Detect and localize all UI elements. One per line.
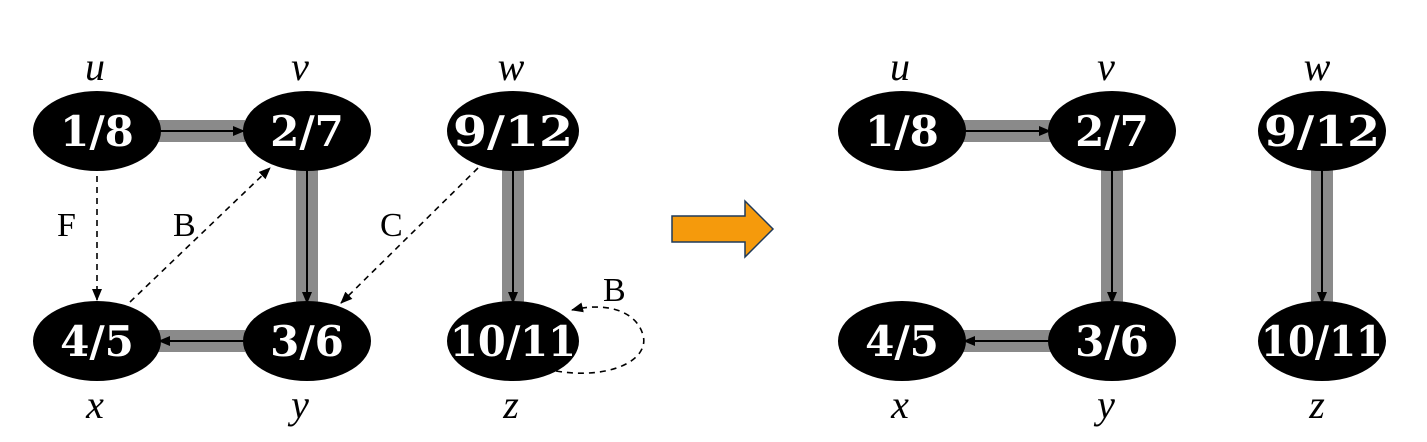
right-vertex-w [1258, 91, 1386, 171]
left-vertex-u [33, 91, 161, 171]
right-vertex-v [1048, 91, 1176, 171]
left-vertex-z [447, 301, 579, 381]
left-self-loop-z [555, 302, 645, 374]
left-vertex-w [447, 91, 579, 171]
left-vertex-z-label: 10/11 [450, 317, 576, 366]
right-vertex-w-label: 9/12 [1264, 107, 1380, 156]
right-vertex-z [1258, 301, 1386, 381]
right-vertex-w-name: w [1304, 44, 1331, 89]
left-vertex-z-name: z [502, 382, 519, 427]
right-vertex-z-name: z [1308, 382, 1325, 427]
right-vertex-u-label: 1/8 [865, 107, 939, 156]
right-vertex-z-label: 10/11 [1261, 317, 1383, 366]
left-graph: F B C B 1/8 2/7 9/12 4/5 3/6 10/11 u v w… [33, 44, 645, 427]
left-vertex-w-label: 9/12 [453, 107, 573, 156]
left-vertex-v-name: v [291, 44, 309, 89]
left-back-edge-x-v [129, 167, 271, 303]
left-vertex-v [243, 91, 371, 171]
left-edge-label-z-z: B [603, 272, 626, 309]
right-vertex-u-name: u [890, 44, 910, 89]
right-vertex-y-label: 3/6 [1075, 317, 1149, 366]
right-vertex-y [1048, 301, 1176, 381]
left-vertex-x [33, 301, 161, 381]
left-cross-edge-w-y [340, 167, 479, 304]
left-vertex-y [243, 301, 371, 381]
left-edge-label-x-v: B [173, 207, 196, 244]
left-vertex-u-label: 1/8 [60, 107, 134, 156]
left-vertex-w-name: w [498, 44, 525, 89]
left-vertex-x-name: x [85, 382, 104, 427]
right-vertex-x [838, 301, 966, 381]
right-vertex-x-name: x [890, 382, 909, 427]
left-edge-label-u-x: F [57, 207, 76, 244]
left-vertex-y-label: 3/6 [270, 317, 344, 366]
right-vertex-x-label: 4/5 [865, 317, 939, 366]
left-vertex-y-name: y [287, 382, 309, 427]
left-vertex-v-label: 2/7 [270, 107, 344, 156]
right-vertex-v-name: v [1097, 44, 1115, 89]
right-vertex-u [838, 91, 966, 171]
left-vertex-x-label: 4/5 [60, 317, 134, 366]
left-edge-label-w-y: C [380, 207, 403, 244]
right-vertex-v-label: 2/7 [1075, 107, 1149, 156]
right-vertex-y-name: y [1093, 382, 1115, 427]
right-arrow-icon [671, 199, 775, 259]
left-vertex-u-name: u [85, 44, 105, 89]
right-graph: 1/8 2/7 9/12 4/5 3/6 10/11 u v w x y z [838, 44, 1386, 427]
